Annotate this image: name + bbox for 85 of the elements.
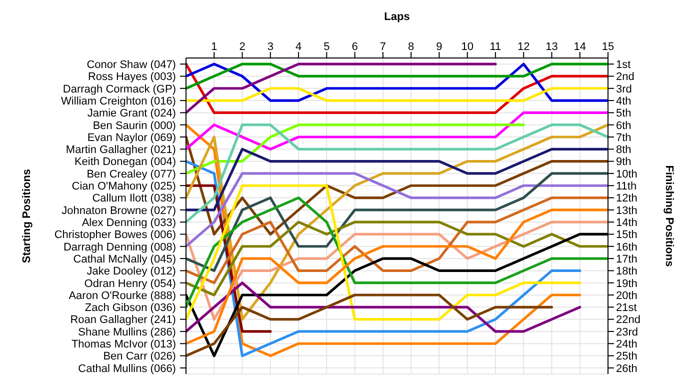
text: Aaron O'Rourke (888)	[68, 290, 176, 302]
text: Ben Carr (026)	[103, 350, 176, 363]
line-series	[186, 282, 582, 333]
x-tick-label: 1	[211, 41, 218, 53]
y-tick-label: 5th	[616, 108, 632, 120]
x-tick-label: 2	[239, 41, 246, 53]
x-tick-label: 10	[461, 41, 474, 53]
line-series	[186, 148, 608, 212]
text: Alex Denning (033)	[82, 216, 176, 229]
y-tick-label: 26th	[616, 362, 638, 375]
text: Darragh Cormack (GP)	[62, 83, 176, 96]
text: Ben Saurin (000)	[92, 120, 176, 132]
y-tick-label: 25th	[616, 350, 638, 363]
x-axis-title: Laps	[384, 11, 410, 23]
text: Thomas McIvor (013)	[71, 338, 176, 351]
text: Christopher Bowes (006)	[54, 229, 176, 242]
y-tick-label: 15th	[616, 229, 638, 242]
y-tick-label: 16th	[616, 241, 638, 254]
x-tick-label: 13	[546, 41, 558, 53]
x-tick-label: 14	[574, 41, 586, 53]
x-tick-label: 5	[324, 41, 330, 53]
text: Jamie Grant (024)	[87, 108, 176, 120]
y-tick-label: 10th	[616, 168, 638, 180]
line-series	[186, 196, 608, 284]
y-tick-label: 7th	[616, 132, 632, 144]
y-tick-label: 9th	[616, 156, 632, 168]
text: Evan Naylor (069)	[87, 132, 176, 144]
text: Cathal Mullins (066)	[78, 362, 176, 375]
line-series	[186, 124, 525, 175]
y-axis-title: Finishing Positions	[663, 165, 676, 267]
x-tick-label: 11	[490, 41, 502, 53]
y-tick-label: 18th	[616, 266, 638, 278]
text: Cian O'Mahony (025)	[72, 180, 176, 193]
text: Ben Crealey (077)	[86, 168, 176, 180]
text: Shane Mullins (286)	[78, 326, 176, 338]
x-tick-label: 15	[602, 41, 614, 53]
y-tick-label: 19th	[616, 278, 638, 290]
y-tick-label: 11th	[616, 180, 637, 193]
line-series	[186, 62, 497, 114]
y-tick-label: 4th	[616, 95, 632, 108]
line-series	[186, 62, 608, 102]
text: Keith Donegan (004)	[74, 156, 176, 168]
text: Zach Gibson (036)	[84, 302, 176, 314]
text: Conor Shaw (047)	[86, 58, 176, 71]
x-tick-label: 7	[380, 41, 386, 53]
text: Cathal McNally (045)	[73, 253, 176, 266]
y-tick-label: 22nd	[616, 314, 640, 326]
text: Odran Henry (054)	[84, 278, 176, 290]
y-tick-label: 17th	[616, 253, 638, 266]
line-series	[186, 172, 608, 248]
text: Jake Dooley (012)	[86, 266, 176, 278]
y-tick-label: 21st	[616, 302, 637, 314]
y-tick-label: 14th	[616, 216, 638, 229]
x-tick-label: 8	[408, 41, 414, 53]
x-tick-label: 3	[267, 41, 274, 53]
line-series	[186, 172, 608, 272]
y-tick-label: 12th	[616, 192, 638, 205]
line-series	[186, 184, 582, 321]
line-series	[186, 111, 608, 150]
line-series	[186, 220, 608, 296]
text: Martin Gallagher (021)	[66, 144, 176, 156]
line-series	[186, 196, 608, 308]
x-tick-label: 12	[517, 41, 530, 53]
text: William Creighton (016)	[61, 95, 176, 108]
y-tick-label: 20th	[616, 290, 638, 302]
text: Starting Positions	[20, 168, 33, 264]
text: Ross Hayes (003)	[88, 71, 176, 84]
text: Darragh Denning (008)	[63, 241, 176, 254]
text: Johnaton Browne (027)	[62, 204, 176, 217]
y-tick-label: 24th	[616, 338, 638, 351]
y-tick-label: 13th	[616, 204, 638, 217]
x-tick-label: 4	[295, 41, 302, 53]
y-tick-label: 1st	[616, 58, 631, 71]
line-series	[186, 62, 608, 114]
line-series	[186, 294, 554, 358]
y-tick-label: 3rd	[616, 83, 632, 96]
x-tick-label: 9	[436, 41, 442, 53]
y-tick-label: 2nd	[616, 71, 634, 84]
x-tick-label: 6	[352, 41, 358, 53]
y-tick-label: 23rd	[616, 326, 638, 338]
text: Callum Ilott (038)	[92, 192, 176, 205]
line-series	[186, 124, 608, 224]
y-tick-label: 8th	[616, 144, 632, 156]
text: Roan Gallagher (241)	[70, 314, 176, 326]
y-tick-label: 6th	[616, 120, 632, 132]
